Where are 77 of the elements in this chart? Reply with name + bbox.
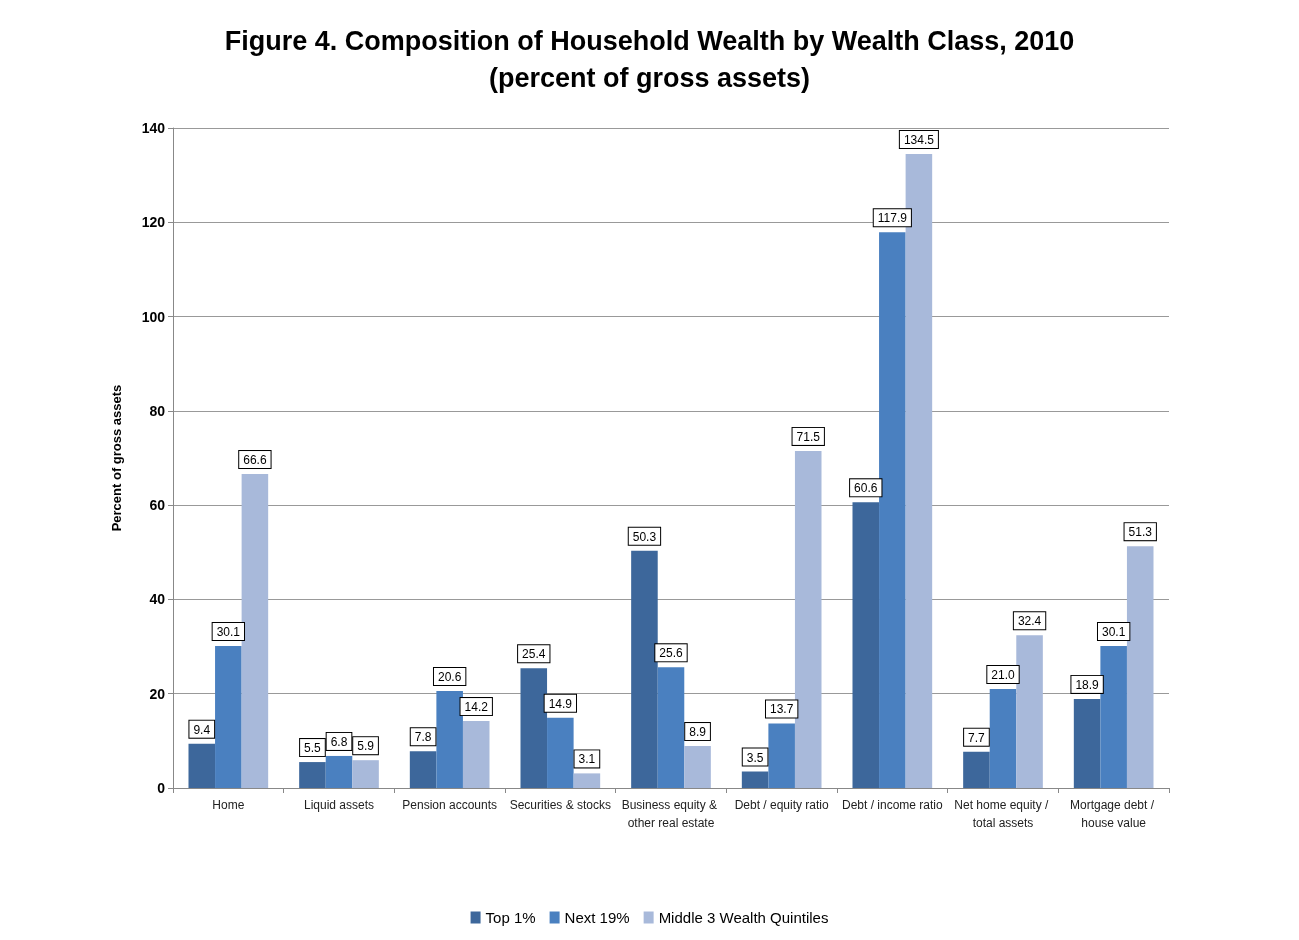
data-label: 8.9: [689, 725, 707, 740]
data-label: 30.1: [1101, 625, 1126, 640]
data-label: 3.5: [746, 750, 764, 765]
data-label: 117.9: [877, 211, 908, 226]
y-tick-label: 120: [141, 214, 166, 231]
x-tick-label: Securities & stocks: [509, 798, 612, 812]
bar: [794, 450, 822, 788]
x-tick-label: Business equity & other real estate: [621, 798, 721, 830]
bar: [1100, 646, 1127, 788]
bar: [241, 474, 269, 788]
data-label: 134.5: [903, 132, 935, 147]
legend-label: Top 1%: [485, 909, 536, 926]
data-label: 13.7: [769, 702, 794, 717]
legend-label: Next 19%: [564, 909, 630, 926]
chart-title: Figure 4. Composition of Household Wealth by Wealth Class, 2010: [224, 25, 1075, 56]
data-label: 60.6: [854, 481, 878, 496]
data-label: 50.3: [632, 529, 657, 544]
data-label: 71.5: [796, 429, 821, 444]
data-label: 18.9: [1075, 677, 1100, 692]
bar: [989, 689, 1017, 788]
bar: [684, 746, 711, 788]
y-tick-label: 100: [141, 308, 166, 325]
y-tick-label: 40: [149, 591, 166, 608]
bar: [299, 762, 326, 788]
chart-subtitle: (percent of gross assets): [488, 62, 811, 93]
y-tick-label: 60: [149, 497, 166, 514]
bar: [436, 690, 463, 788]
bar: [215, 646, 242, 788]
data-label: 25.6: [659, 646, 683, 661]
bar: [963, 751, 990, 788]
bar: [462, 721, 490, 788]
bar: [188, 743, 216, 788]
bar: [325, 755, 353, 788]
data-label: 5.9: [357, 739, 375, 754]
x-tick-label: Pension accounts: [402, 798, 498, 812]
data-label: 20.6: [437, 669, 462, 684]
x-tick-label: Mortgage debt / house value: [1069, 798, 1158, 830]
data-label: 66.6: [243, 453, 267, 468]
bar: [768, 723, 795, 788]
bar: [879, 232, 906, 788]
legend-label: Middle 3 Wealth Quintiles: [658, 909, 829, 926]
data-label: 3.1: [578, 752, 596, 767]
bar: [1126, 546, 1154, 788]
bar: [547, 717, 574, 788]
bar: [741, 771, 769, 788]
data-label: 30.1: [216, 625, 241, 640]
x-tick-label: Home: [212, 798, 245, 812]
y-tick-label: 80: [149, 402, 166, 419]
bar: [1073, 698, 1101, 788]
data-label: 25.4: [522, 647, 546, 662]
bar: [573, 773, 601, 788]
data-label: 51.3: [1128, 525, 1153, 540]
bar: [631, 550, 658, 788]
bar: [352, 760, 379, 788]
x-tick-label: Liquid assets: [303, 798, 375, 812]
x-tick-label: Net home equity / total assets: [954, 798, 1052, 830]
bar: [852, 502, 880, 788]
y-tick-label: 20: [149, 685, 166, 702]
bar: [409, 751, 437, 788]
y-tick-label: 0: [157, 780, 166, 796]
data-label: 7.8: [414, 730, 432, 745]
y-axis-title: Percent of gross assets: [109, 384, 124, 532]
data-label: 6.8: [330, 734, 348, 749]
x-tick-label: Debt / income ratio: [841, 798, 944, 812]
data-label: 5.5: [304, 741, 322, 756]
data-label: 21.0: [991, 668, 1015, 682]
data-label: 14.2: [464, 700, 489, 715]
data-label: 9.4: [193, 722, 211, 737]
bar: [1016, 635, 1043, 788]
data-label: 7.7: [968, 730, 986, 745]
bar: [905, 153, 933, 788]
x-tick-label: Debt / equity ratio: [734, 798, 830, 812]
data-label: 14.9: [548, 696, 573, 711]
data-label: 32.4: [1017, 614, 1042, 629]
bar: [657, 667, 685, 788]
bar: [520, 668, 548, 788]
y-tick-label: 140: [141, 120, 166, 136]
